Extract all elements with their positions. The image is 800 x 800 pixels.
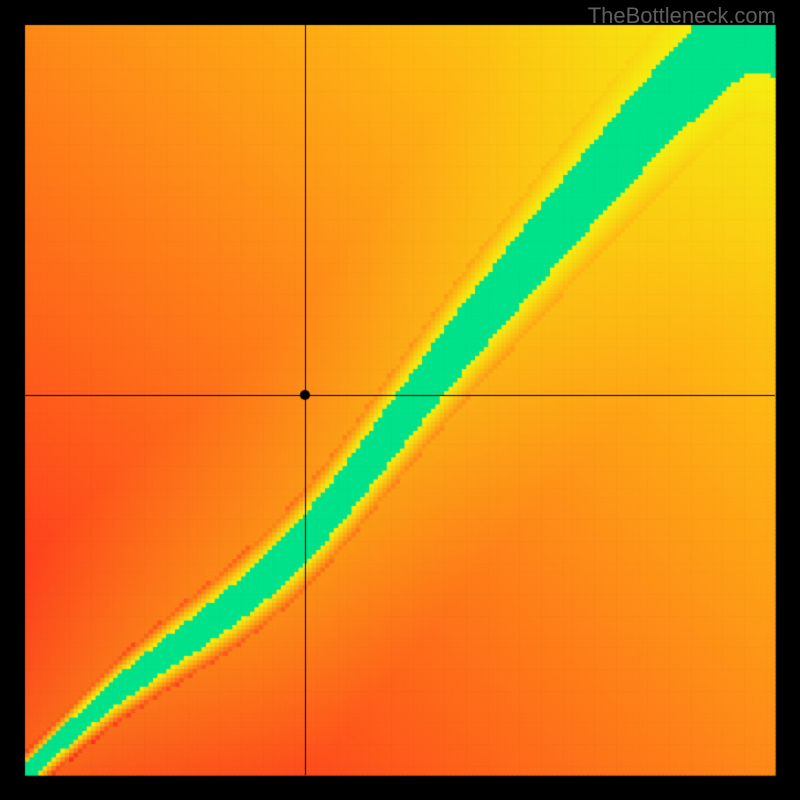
chart-container: TheBottleneck.com bbox=[0, 0, 800, 800]
bottleneck-heatmap bbox=[0, 0, 800, 800]
